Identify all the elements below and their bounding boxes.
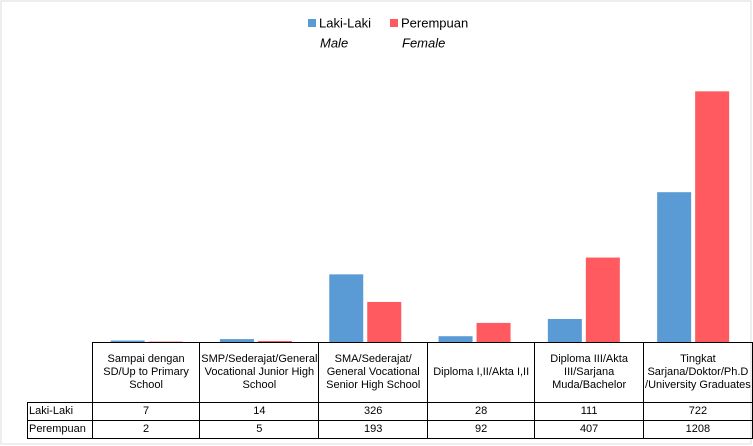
bar [438, 336, 473, 342]
header-row: Sampai dengan SD/Up to Primary School SMP… [27, 342, 753, 403]
value-cell: 28 [426, 402, 536, 421]
bar [219, 339, 254, 342]
value-cell: 7 [91, 402, 201, 421]
bar [329, 274, 364, 342]
legend-label: Laki-Laki [319, 15, 371, 30]
data-row: Perempuan 2 5 193 92 407 1208 [27, 420, 753, 439]
value-cell: 193 [318, 420, 428, 439]
legend-label-en: Female [402, 35, 445, 50]
legend-swatch [308, 19, 316, 27]
category-label: Diploma III/Akta III/Sarjana Muda/Bachel… [534, 342, 644, 403]
bar [547, 318, 582, 342]
bar [367, 301, 402, 342]
legend-swatch [390, 19, 398, 27]
row-label: Perempuan [27, 420, 93, 439]
category-label: Tingkat Sarjana/Doktor/Ph.D /University … [642, 342, 753, 403]
value-cell: 722 [642, 402, 753, 421]
bar [476, 322, 511, 342]
category-label: Diploma I,II/Akta I,II [426, 342, 536, 403]
value-cell: 407 [534, 420, 644, 439]
category-label: Sampai dengan SD/Up to Primary School [91, 342, 201, 403]
value-cell: 5 [199, 420, 320, 439]
data-table: Sampai dengan SD/Up to Primary School SMP… [27, 342, 753, 439]
category-label: SMA/Sederajat/ General Vocational Senior… [318, 342, 428, 403]
value-cell: 326 [318, 402, 428, 421]
bar [585, 257, 620, 342]
row-label: Laki-Laki [27, 402, 93, 421]
blank-cell [27, 342, 93, 403]
legend-label: Perempuan [401, 15, 468, 30]
value-cell: 2 [91, 420, 201, 439]
bar [657, 192, 692, 342]
data-row: Laki-Laki 7 14 326 28 111 722 [27, 402, 753, 421]
category-label: SMP/Sederajat/General Vocational Junior … [199, 342, 320, 403]
value-cell: 92 [426, 420, 536, 439]
value-cell: 1208 [642, 420, 753, 439]
value-cell: 14 [199, 402, 320, 421]
value-cell: 111 [534, 402, 644, 421]
bar [110, 340, 145, 342]
bar [257, 340, 292, 342]
bar [695, 91, 730, 342]
legend-label-en: Male [320, 35, 348, 50]
